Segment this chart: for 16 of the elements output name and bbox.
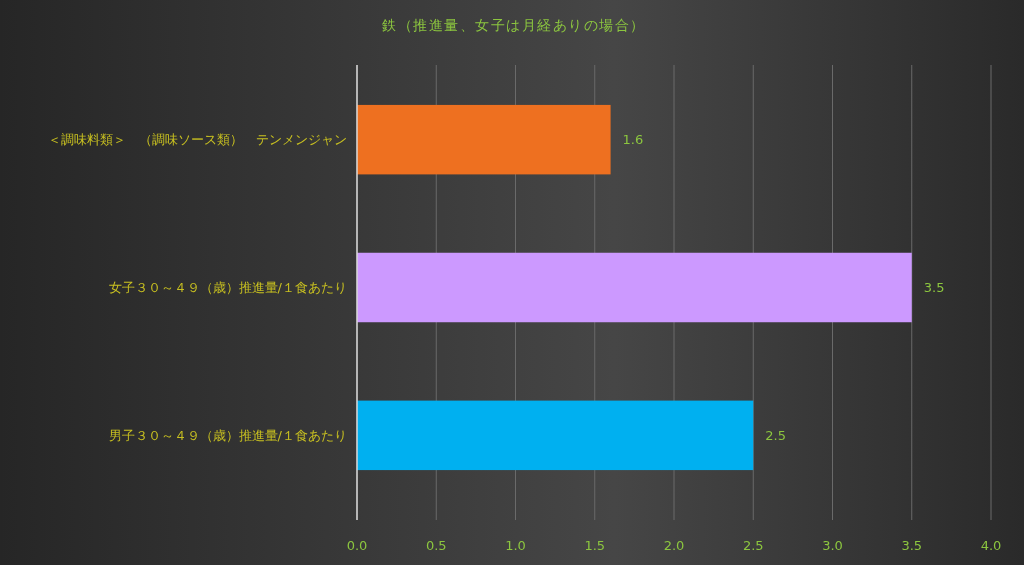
x-tick-label: 3.0 xyxy=(822,538,843,553)
y-tick-label: 女子３０～４９（歳）推進量/１食あたり xyxy=(108,280,347,296)
x-tick-label: 0.5 xyxy=(425,538,447,553)
data-label: 2.5 xyxy=(765,427,786,443)
x-tick-label: 3.5 xyxy=(901,538,923,553)
x-tick-label: 1.5 xyxy=(584,538,606,553)
x-tick-label: 2.0 xyxy=(663,538,685,553)
y-tick-label: ＜調味料類＞ （調味ソース類） テンメンジャン xyxy=(48,132,347,148)
x-tick-label: 2.5 xyxy=(742,538,764,553)
x-tick-label: 1.0 xyxy=(505,538,526,553)
chart-title: 鉄（推進量、女子は月経ありの場合） xyxy=(382,17,646,33)
y-tick-label: 男子３０～４９（歳）推進量/１食あたり xyxy=(108,427,347,443)
x-tick-label: 0.0 xyxy=(346,538,368,553)
data-label: 3.5 xyxy=(923,280,945,296)
data-label: 1.6 xyxy=(622,132,644,148)
x-tick-label: 4.0 xyxy=(980,538,1002,553)
